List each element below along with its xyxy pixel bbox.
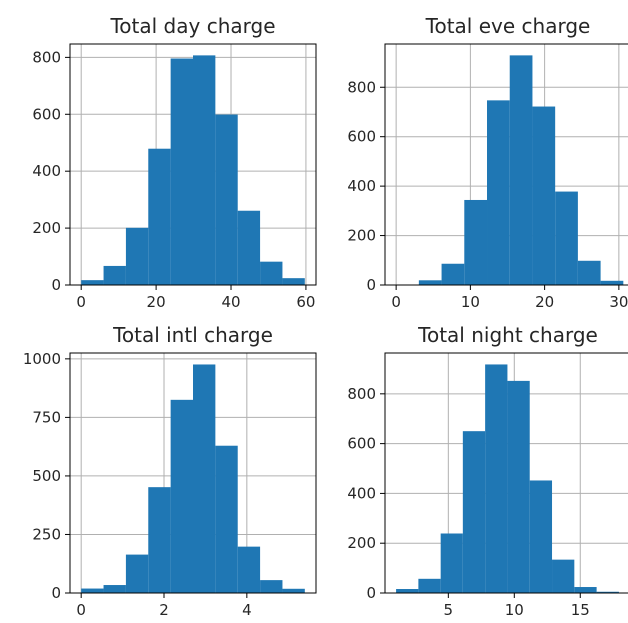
y-tick-label: 0 (51, 584, 61, 602)
histogram-bar (260, 580, 283, 593)
histogram-bar (237, 546, 261, 593)
x-tick-label: 2 (159, 601, 169, 619)
histogram-bar (507, 380, 530, 593)
histogram-bar (418, 280, 442, 285)
histogram-bar (552, 559, 575, 593)
histogram-bar (464, 199, 488, 285)
x-tick-label: 5 (444, 601, 454, 619)
x-tick-label: 0 (76, 293, 86, 311)
histogram-bar (440, 533, 463, 593)
y-tick-label: 400 (347, 484, 376, 502)
histogram-bar (193, 364, 216, 593)
histogram-bar (215, 445, 238, 593)
histogram-bar (103, 265, 126, 285)
histogram-bar (485, 364, 508, 593)
y-tick-label: 250 (32, 525, 61, 543)
histogram-bar (532, 106, 556, 285)
axes-frame (69, 43, 317, 286)
panel-title: Total night charge (417, 323, 598, 347)
histogram-bar (81, 588, 104, 593)
axes-frame (384, 352, 628, 594)
histogram-bar (596, 591, 619, 593)
y-tick-label: 400 (32, 162, 61, 180)
y-tick-label: 600 (347, 435, 376, 453)
histogram-bar (282, 588, 305, 593)
y-tick-label: 0 (51, 276, 61, 294)
x-tick-label: 15 (571, 601, 590, 619)
x-tick-label: 10 (461, 293, 480, 311)
y-tick-label: 800 (32, 48, 61, 66)
x-tick-label: 30 (609, 293, 628, 311)
histogram-bar (555, 191, 578, 285)
histogram-bar (577, 260, 601, 285)
panel-title: Total intl charge (112, 323, 273, 347)
histogram-bar (170, 399, 193, 593)
histogram-bar (81, 280, 104, 285)
y-tick-label: 500 (32, 467, 61, 485)
x-tick-label: 0 (391, 293, 401, 311)
y-tick-label: 0 (366, 584, 376, 602)
y-tick-label: 400 (347, 177, 376, 195)
histogram-bar (529, 480, 553, 593)
histogram-bar (125, 227, 149, 285)
panel-title: Total day charge (109, 14, 275, 38)
panel-title: Total eve charge (425, 14, 591, 38)
histogram-bar (574, 587, 597, 593)
x-tick-label: 20 (535, 293, 554, 311)
histogram-bar (148, 148, 171, 285)
axes-frame (384, 43, 628, 286)
panel-total-intl-charge: Total intl charge 0 2 4 0 250 500 750 1000 (23, 323, 317, 619)
y-tick-label: 800 (347, 78, 376, 96)
x-tick-label: 20 (147, 293, 166, 311)
histogram-bar (170, 58, 193, 285)
histogram-bar (487, 100, 510, 285)
histogram-bar (193, 55, 216, 285)
histogram-bar (215, 114, 238, 285)
histogram-bar (125, 554, 149, 593)
y-tick-label: 600 (347, 128, 376, 146)
histogram-bar (462, 431, 486, 593)
y-tick-label: 750 (32, 408, 61, 426)
y-tick-label: 200 (347, 534, 376, 552)
histogram-bar (103, 585, 126, 593)
histogram-bar (237, 210, 261, 285)
y-tick-label: 600 (32, 105, 61, 123)
y-tick-label: 200 (32, 219, 61, 237)
histogram-bar (396, 589, 419, 593)
axes-frame (69, 352, 317, 594)
panel-total-eve-charge: Total eve charge 0 10 20 30 0 200 400 600 800 (347, 14, 628, 311)
y-tick-label: 0 (366, 276, 376, 294)
x-tick-label: 4 (242, 601, 252, 619)
histogram-bar (600, 280, 624, 285)
histogram-bar (282, 278, 305, 285)
y-tick-label: 1000 (23, 350, 61, 368)
panel-total-night-charge: Total night charge 5 10 15 0 200 400 600 800 (347, 323, 628, 619)
x-tick-label: 10 (505, 601, 524, 619)
x-tick-label: 0 (76, 601, 86, 619)
y-tick-label: 800 (347, 385, 376, 403)
x-tick-label: 60 (296, 293, 315, 311)
histogram-bar (418, 578, 441, 593)
histogram-bar (441, 263, 465, 285)
x-tick-label: 40 (221, 293, 240, 311)
histogram-bar (509, 55, 533, 285)
histogram-bar (260, 261, 283, 285)
y-tick-label: 200 (347, 227, 376, 245)
histogram-bar (148, 487, 171, 593)
